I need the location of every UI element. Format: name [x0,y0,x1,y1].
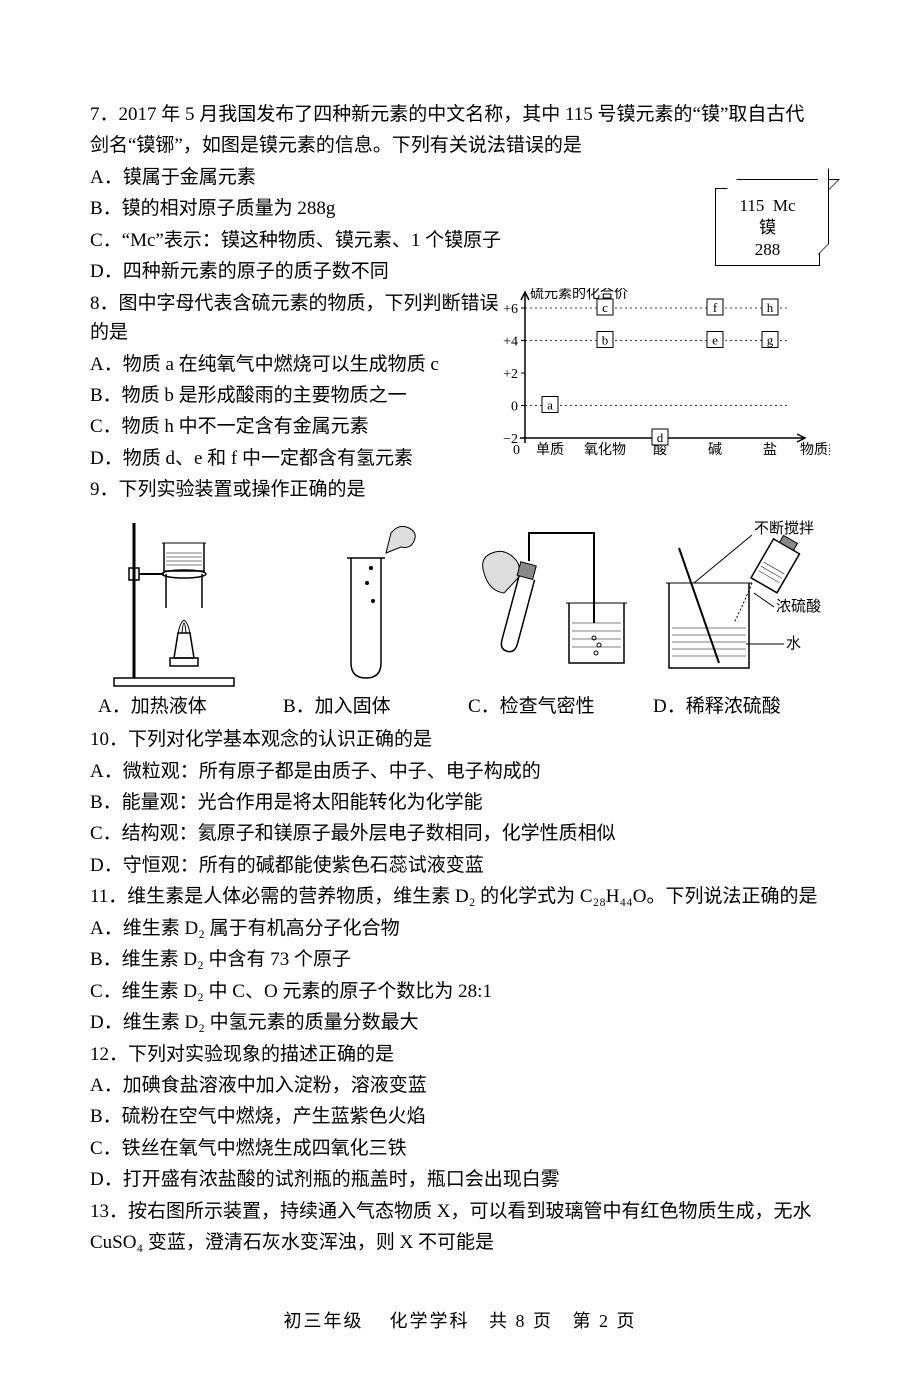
element-number: 115 [739,196,764,215]
q13-stem-1: 13．按右图所示装置，持续通入气态物质 X，可以看到玻璃管中有红色物质生成，无水 [90,1197,830,1226]
q9-figure-row: 不断搅拌 浓硫酸 水 [90,513,830,688]
svg-text:g: g [767,333,774,348]
q12-opt-c: C．铁丝在氧气中燃烧生成四氧化三铁 [90,1134,830,1163]
q11-opt-d: D．维生素 D₂ 中氢元素的质量分数最大 [90,1008,830,1037]
q10-stem: 10．下列对化学基本观念的认识正确的是 [90,725,830,754]
q11-opt-c: C．维生素 D₂ 中 C、O 元素的原子个数比为 28:1 [90,977,830,1006]
q12-stem: 12．下列对实验现象的描述正确的是 [90,1040,830,1069]
q9-cap-a: A．加热液体 [90,692,275,721]
footer-total: 共 8 页 [489,1311,553,1331]
q8-opt-b: B．物质 b 是形成酸雨的主要物质之一 [90,381,490,410]
q10-opt-d: D．守恒观：所有的碱都能使紫色石蕊试液变蓝 [90,851,830,880]
q12-opt-b: B．硫粉在空气中燃烧，产生蓝紫色火焰 [90,1102,830,1131]
footer-page: 第 2 页 [573,1311,637,1331]
q9-fig-b [277,513,455,688]
q13-stem-2: CuSO₄ 变蓝，澄清石灰水变浑浊，则 X 不可能是 [90,1228,830,1257]
q8-opt-d: D．物质 d、e 和 f 中一定都含有氢元素 [90,444,490,473]
q9-cap-d: D．稀释浓硫酸 [645,692,830,721]
q9-cap-c: C．检查气密性 [460,692,645,721]
svg-text:+2: +2 [503,367,518,382]
element-name: 镆 [716,217,819,239]
svg-text:c: c [602,300,608,315]
footer-subject: 化学学科 [390,1311,470,1331]
q8-stem: 8．图中字母代表含硫元素的物质，下列判断错误的是 [90,289,510,348]
svg-text:碱: 碱 [708,442,722,458]
element-info-box: 115 Mc 镆 288 [715,188,820,266]
q10-opt-b: B．能量观：光合作用是将太阳能转化为化学能 [90,788,830,817]
svg-text:0: 0 [513,443,520,458]
svg-text:a: a [547,398,553,413]
svg-text:+6: +6 [503,302,518,317]
svg-text:单质: 单质 [536,442,564,458]
q7-stem-2: 剑名“镆铘”，如图是镆元素的信息。下列有关说法错误的是 [90,131,830,160]
q11-opt-a: A．维生素 D₂ 属于有机高分子化合物 [90,914,830,943]
q9-cap-b: B．加入固体 [275,692,460,721]
q10-opt-a: A．微粒观：所有原子都是由质子、中子、电子构成的 [90,757,830,786]
q9-caption-row: A．加热液体 B．加入固体 C．检查气密性 D．稀释浓硫酸 [90,692,830,721]
q9-fig-d: 不断搅拌 浓硫酸 水 [652,513,830,688]
q9-fig-a [90,513,268,688]
svg-text:h: h [767,300,774,315]
q11-opt-b: B．维生素 D₂ 中含有 73 个原子 [90,945,830,974]
element-mass: 288 [716,239,819,261]
q12-opt-a: A．加碘食盐溶液中加入淀粉，溶液变蓝 [90,1071,830,1100]
q7-stem-1: 7．2017 年 5 月我国发布了四种新元素的中文名称，其中 115 号镆元素的… [90,100,830,129]
page-footer: 初三年级 化学学科 共 8 页 第 2 页 [90,1308,830,1336]
svg-text:盐: 盐 [763,442,777,458]
label-acid: 浓硫酸 [776,598,821,615]
q11-stem: 11．维生素是人体必需的营养物质，维生素 D₂ 的化学式为 C₂₈H₄₄O。下列… [90,882,830,911]
svg-text:f: f [713,300,718,315]
svg-text:氧化物: 氧化物 [584,442,626,458]
svg-text:e: e [712,333,718,348]
svg-text:b: b [602,333,609,348]
label-stir: 不断搅拌 [754,520,814,537]
q8-chart: +6+4+20−20单质氧化物酸碱盐硫元素的化合价物质类别abcdefgh [490,288,830,458]
q9-fig-c [465,513,643,688]
svg-text:0: 0 [511,400,518,415]
q12-opt-d: D．打开盛有浓盐酸的试剂瓶的瓶盖时，瓶口会出现白雾 [90,1165,830,1194]
q10-opt-c: C．结构观：氦原子和镁原子最外层电子数相同，化学性质相似 [90,819,830,848]
q8-opt-c: C．物质 h 中不一定含有金属元素 [90,412,490,441]
footer-grade: 初三年级 [284,1311,364,1331]
q9-stem: 9．下列实验装置或操作正确的是 [90,475,830,504]
svg-text:+4: +4 [503,335,518,350]
svg-text:物质类别: 物质类别 [800,442,830,458]
element-symbol: Mc [773,196,796,215]
label-water: 水 [786,635,801,652]
q8-opt-a: A．物质 a 在纯氧气中燃烧可以生成物质 c [90,350,490,379]
svg-text:d: d [657,430,664,445]
